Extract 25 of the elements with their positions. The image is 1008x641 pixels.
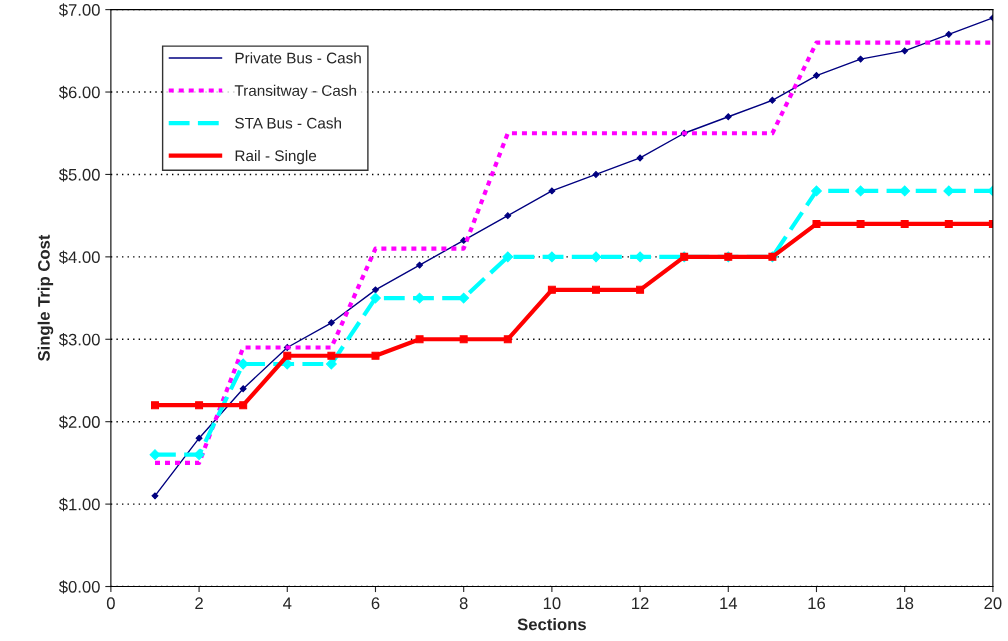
y-tick-label: $3.00 bbox=[58, 332, 100, 347]
x-tick-label: 10 bbox=[543, 597, 561, 610]
legend-label: STA Bus - Cash bbox=[235, 117, 341, 129]
y-tick-label: $2.00 bbox=[58, 415, 100, 429]
y-tick-label: $5.00 bbox=[58, 168, 100, 182]
y-axis-title: Single Trip Cost bbox=[37, 234, 54, 362]
x-tick-label: 6 bbox=[371, 597, 380, 610]
legend-label: Transitway - Cash bbox=[234, 84, 356, 100]
legend-label: Private Bus - Cash bbox=[235, 52, 361, 64]
y-tick-label: $6.00 bbox=[58, 85, 100, 100]
x-tick-label: 20 bbox=[984, 597, 1002, 610]
x-tick-label: 8 bbox=[459, 597, 468, 610]
y-tick-label: $1.00 bbox=[58, 497, 100, 512]
legend-label: Rail - Single bbox=[235, 149, 317, 165]
x-tick-label: 12 bbox=[632, 597, 649, 610]
x-tick-label: 4 bbox=[283, 597, 292, 610]
y-tick-label: $0.00 bbox=[58, 580, 100, 594]
x-tick-label: 2 bbox=[195, 597, 203, 610]
x-axis-title: Sections bbox=[517, 618, 586, 631]
x-tick-label: 18 bbox=[896, 597, 914, 610]
x-tick-label: 0 bbox=[106, 597, 115, 610]
y-tick-label: $4.00 bbox=[58, 250, 100, 265]
x-tick-label: 16 bbox=[808, 597, 826, 610]
y-tick-label: $7.00 bbox=[58, 3, 100, 17]
x-tick-label: 14 bbox=[720, 597, 738, 610]
